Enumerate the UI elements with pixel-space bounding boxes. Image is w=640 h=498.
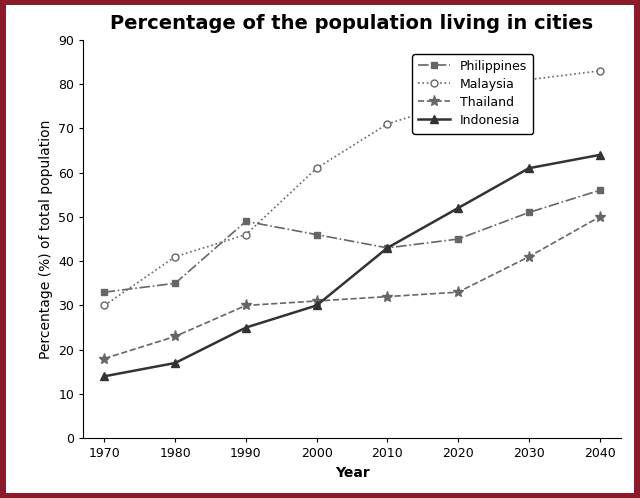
Philippines [172,280,179,286]
Indonesia [100,374,108,379]
Thailand [525,254,532,260]
Philippines [525,210,532,216]
Legend: Philippines, Malaysia, Thailand, Indonesia: Philippines, Malaysia, Thailand, Indones… [412,54,533,133]
Philippines [596,187,604,193]
Malaysia [242,232,250,238]
Philippines [313,232,321,238]
Line: Malaysia: Malaysia [101,67,603,309]
Malaysia [172,254,179,260]
Indonesia [242,325,250,331]
Line: Thailand: Thailand [99,211,605,364]
Line: Philippines: Philippines [101,187,603,296]
Thailand [313,298,321,304]
Malaysia [525,77,532,83]
Indonesia [313,302,321,308]
Philippines [100,289,108,295]
Indonesia [172,360,179,366]
Malaysia [313,165,321,171]
Thailand [242,302,250,308]
Malaysia [383,121,391,127]
Philippines [454,236,462,242]
Y-axis label: Percentage (%) of total population: Percentage (%) of total population [38,120,52,359]
Line: Indonesia: Indonesia [100,151,604,380]
Title: Percentage of the population living in cities: Percentage of the population living in c… [111,14,593,33]
Malaysia [454,99,462,105]
Malaysia [100,302,108,308]
Thailand [383,294,391,300]
Indonesia [454,205,462,211]
Indonesia [383,245,391,251]
Thailand [172,334,179,340]
Indonesia [596,152,604,158]
Philippines [383,245,391,251]
Thailand [100,356,108,362]
Thailand [596,214,604,220]
Philippines [242,218,250,224]
Indonesia [525,165,532,171]
X-axis label: Year: Year [335,466,369,480]
Thailand [454,289,462,295]
Malaysia [596,68,604,74]
